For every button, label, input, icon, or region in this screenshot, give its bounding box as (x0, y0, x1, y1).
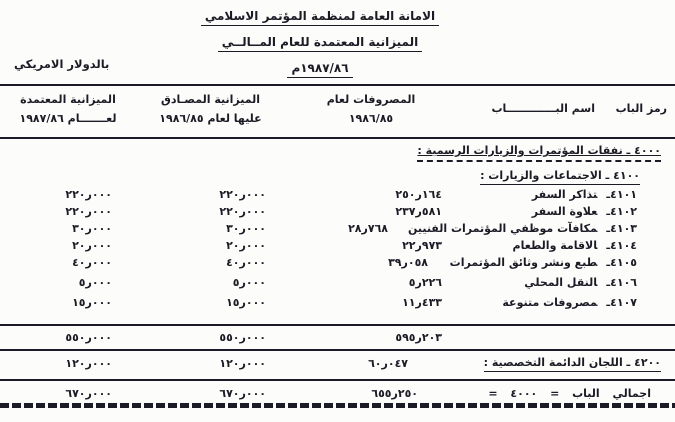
section-4000-title: ٤٠٠٠ ـ نفقات المؤتمرات والزيارات الرسمية… (417, 144, 661, 162)
row-title: تذاكر السفر (531, 188, 598, 201)
row-4103-approved: ٣٠ر٠٠٠ (226, 222, 266, 235)
row-4102-approved: ٢٢٠ر٠٠٠ (219, 205, 266, 218)
row-title: علاوة السفر (531, 205, 598, 218)
row-code: ٤١٠٥ـ (606, 256, 637, 269)
row-4103-adopted: ٣٠ر٠٠٠ (72, 222, 112, 235)
row-4101-adopted: ٢٢٠ر٠٠٠ (65, 188, 112, 201)
row-title: طبع ونشر وثائق المؤتمرات (449, 256, 598, 269)
section-4100-title: ٤١٠٠ ـ الاجتماعات والزيارات : (480, 169, 640, 185)
divider-above-subtotal (0, 324, 675, 326)
column-header-expenses-line2: ١٩٨٦/٨٥ (348, 112, 394, 125)
column-header-adopted: الميزانية المعتمدة لعـــــــام ١٩٨٧/٨٦ (0, 90, 136, 128)
row-code: ٤١٠٣ـ (606, 222, 637, 235)
divider-above-total (0, 379, 675, 381)
section-4200-heading: ٤٢٠٠ ـ اللجان الدائمة التخصصية : (483, 356, 661, 372)
table-row-4101-label: ٤١٠١ـ تذاكر السفر (532, 188, 637, 201)
row-4105-approved: ٤٠ر٠٠٠ (226, 256, 266, 269)
section-4200-title: ٤٢٠٠ ـ اللجان الدائمة التخصصية : (483, 356, 661, 372)
chapter-total-expenses: ٦٥٥ر٢٥٠ (371, 387, 418, 400)
row-title: النقل المحلي (524, 276, 598, 289)
row-4105-expenses: ٣٩ر٠٥٨ (388, 256, 428, 269)
divider-top (0, 84, 675, 86)
row-4106-expenses: ٥ر٢٢٦ (408, 276, 442, 289)
row-4104-approved: ٢٠ر٠٠٠ (226, 239, 266, 252)
column-header-approved-line2: عليها لعام ١٩٨٦/٨٥ (159, 112, 262, 125)
row-4107-expenses: ١١ر٤٣٣ (402, 296, 442, 309)
row-code: ٤١٠٤ـ (606, 239, 637, 252)
column-header-code: رمز الباب (615, 102, 667, 115)
table-row-4107-label: ٤١٠٧ـ مصروفات متنوعة (502, 296, 637, 309)
chapter-total-label: اجمالي الباب = ٤٠٠٠ = (488, 387, 651, 400)
row-title: مكافآت موظفي المؤتمرات الفنيين (407, 222, 598, 235)
row-title: مصروفات متنوعة (502, 296, 598, 309)
doc-title: الميزانية المعتمدة للعام المــالــي (217, 35, 423, 52)
row-4106-approved: ٥ر٠٠٠ (232, 276, 266, 289)
row-4101-expenses: ٢٥٠ر١٦٤ (395, 188, 442, 201)
column-header-expenses-line1: المصروفات لعام (326, 93, 416, 106)
row-code: ٤١٠٢ـ (606, 205, 637, 218)
row-4102-expenses: ٢٣٧ر٥٨١ (395, 205, 442, 218)
org-title: الامانة العامة لمنظمة المؤتمر الاسلامي (200, 9, 440, 26)
row-4107-approved: ١٥ر٠٠٠ (226, 296, 266, 309)
table-row-4105-label: ٤١٠٥ـ طبع ونشر وثائق المؤتمرات (450, 256, 637, 269)
row-4105-adopted: ٤٠ر٠٠٠ (72, 256, 112, 269)
row-4101-approved: ٢٢٠ر٠٠٠ (219, 188, 266, 201)
column-header-name: اسم البـــــــــــــاب (491, 102, 596, 115)
subtotal-adopted: ٥٥٠ر٠٠٠ (65, 331, 112, 344)
row-4107-adopted: ١٥ر٠٠٠ (72, 296, 112, 309)
section-4200-adopted: ١٢٠ر٠٠٠ (65, 357, 112, 370)
row-code: ٤١٠٧ـ (606, 296, 637, 309)
divider-header (0, 137, 675, 139)
row-code: ٤١٠١ـ (606, 188, 637, 201)
chapter-total-approved: ٦٧٠ر٠٠٠ (219, 387, 266, 400)
subtotal-approved: ٥٥٠ر٠٠٠ (219, 331, 266, 344)
row-4106-adopted: ٥ر٠٠٠ (78, 276, 112, 289)
row-4104-expenses: ٢٢ر٩٧٣ (402, 239, 442, 252)
row-4102-adopted: ٢٢٠ر٠٠٠ (65, 205, 112, 218)
fiscal-year: ١٩٨٧/٨٦م (287, 61, 353, 78)
column-header-approved: الميزانية المصـادق عليها لعام ١٩٨٦/٨٥ (138, 90, 283, 128)
section-4000-heading: ٤٠٠٠ ـ نفقات المؤتمرات والزيارات الرسمية… (417, 144, 661, 162)
column-header-approved-line1: الميزانية المصـادق (161, 93, 260, 106)
document-header: الامانة العامة لمنظمة المؤتمر الاسلامي ا… (170, 5, 470, 83)
divider-below-subtotal (0, 349, 675, 351)
row-4103-expenses: ٢٨ر٧٦٨ (348, 222, 388, 235)
chapter-total-adopted: ٦٧٠ر٠٠٠ (65, 387, 112, 400)
section-4200-expenses: ٦٠ر٠٤٧ (368, 357, 408, 370)
column-header-adopted-line2: لعـــــــام ١٩٨٧/٨٦ (19, 112, 117, 125)
section-4100-heading: ٤١٠٠ ـ الاجتماعات والزيارات : (480, 169, 640, 185)
column-header-adopted-line1: الميزانية المعتمدة (20, 93, 116, 106)
table-row-4104-label: ٤١٠٤ـ الاقامة والطعام (513, 239, 637, 252)
row-code: ٤١٠٦ـ (606, 276, 637, 289)
row-title: الاقامة والطعام (512, 239, 598, 252)
row-4104-adopted: ٢٠ر٠٠٠ (72, 239, 112, 252)
table-row-4103-label: ٤١٠٣ـ مكافآت موظفي المؤتمرات الفنيين (408, 222, 637, 235)
currency-note: بالدولار الامريكي (14, 57, 110, 71)
subtotal-expenses: ٥٩٥ر٢٠٣ (395, 331, 442, 344)
table-row-4102-label: ٤١٠٢ـ علاوة السفر (532, 205, 637, 218)
section-4200-approved: ١٢٠ر٠٠٠ (219, 357, 266, 370)
table-row-4106-label: ٤١٠٦ـ النقل المحلي (524, 276, 637, 289)
column-header-expenses: المصروفات لعام ١٩٨٦/٨٥ (298, 90, 444, 128)
divider-bottom-double-dashed (0, 403, 675, 408)
